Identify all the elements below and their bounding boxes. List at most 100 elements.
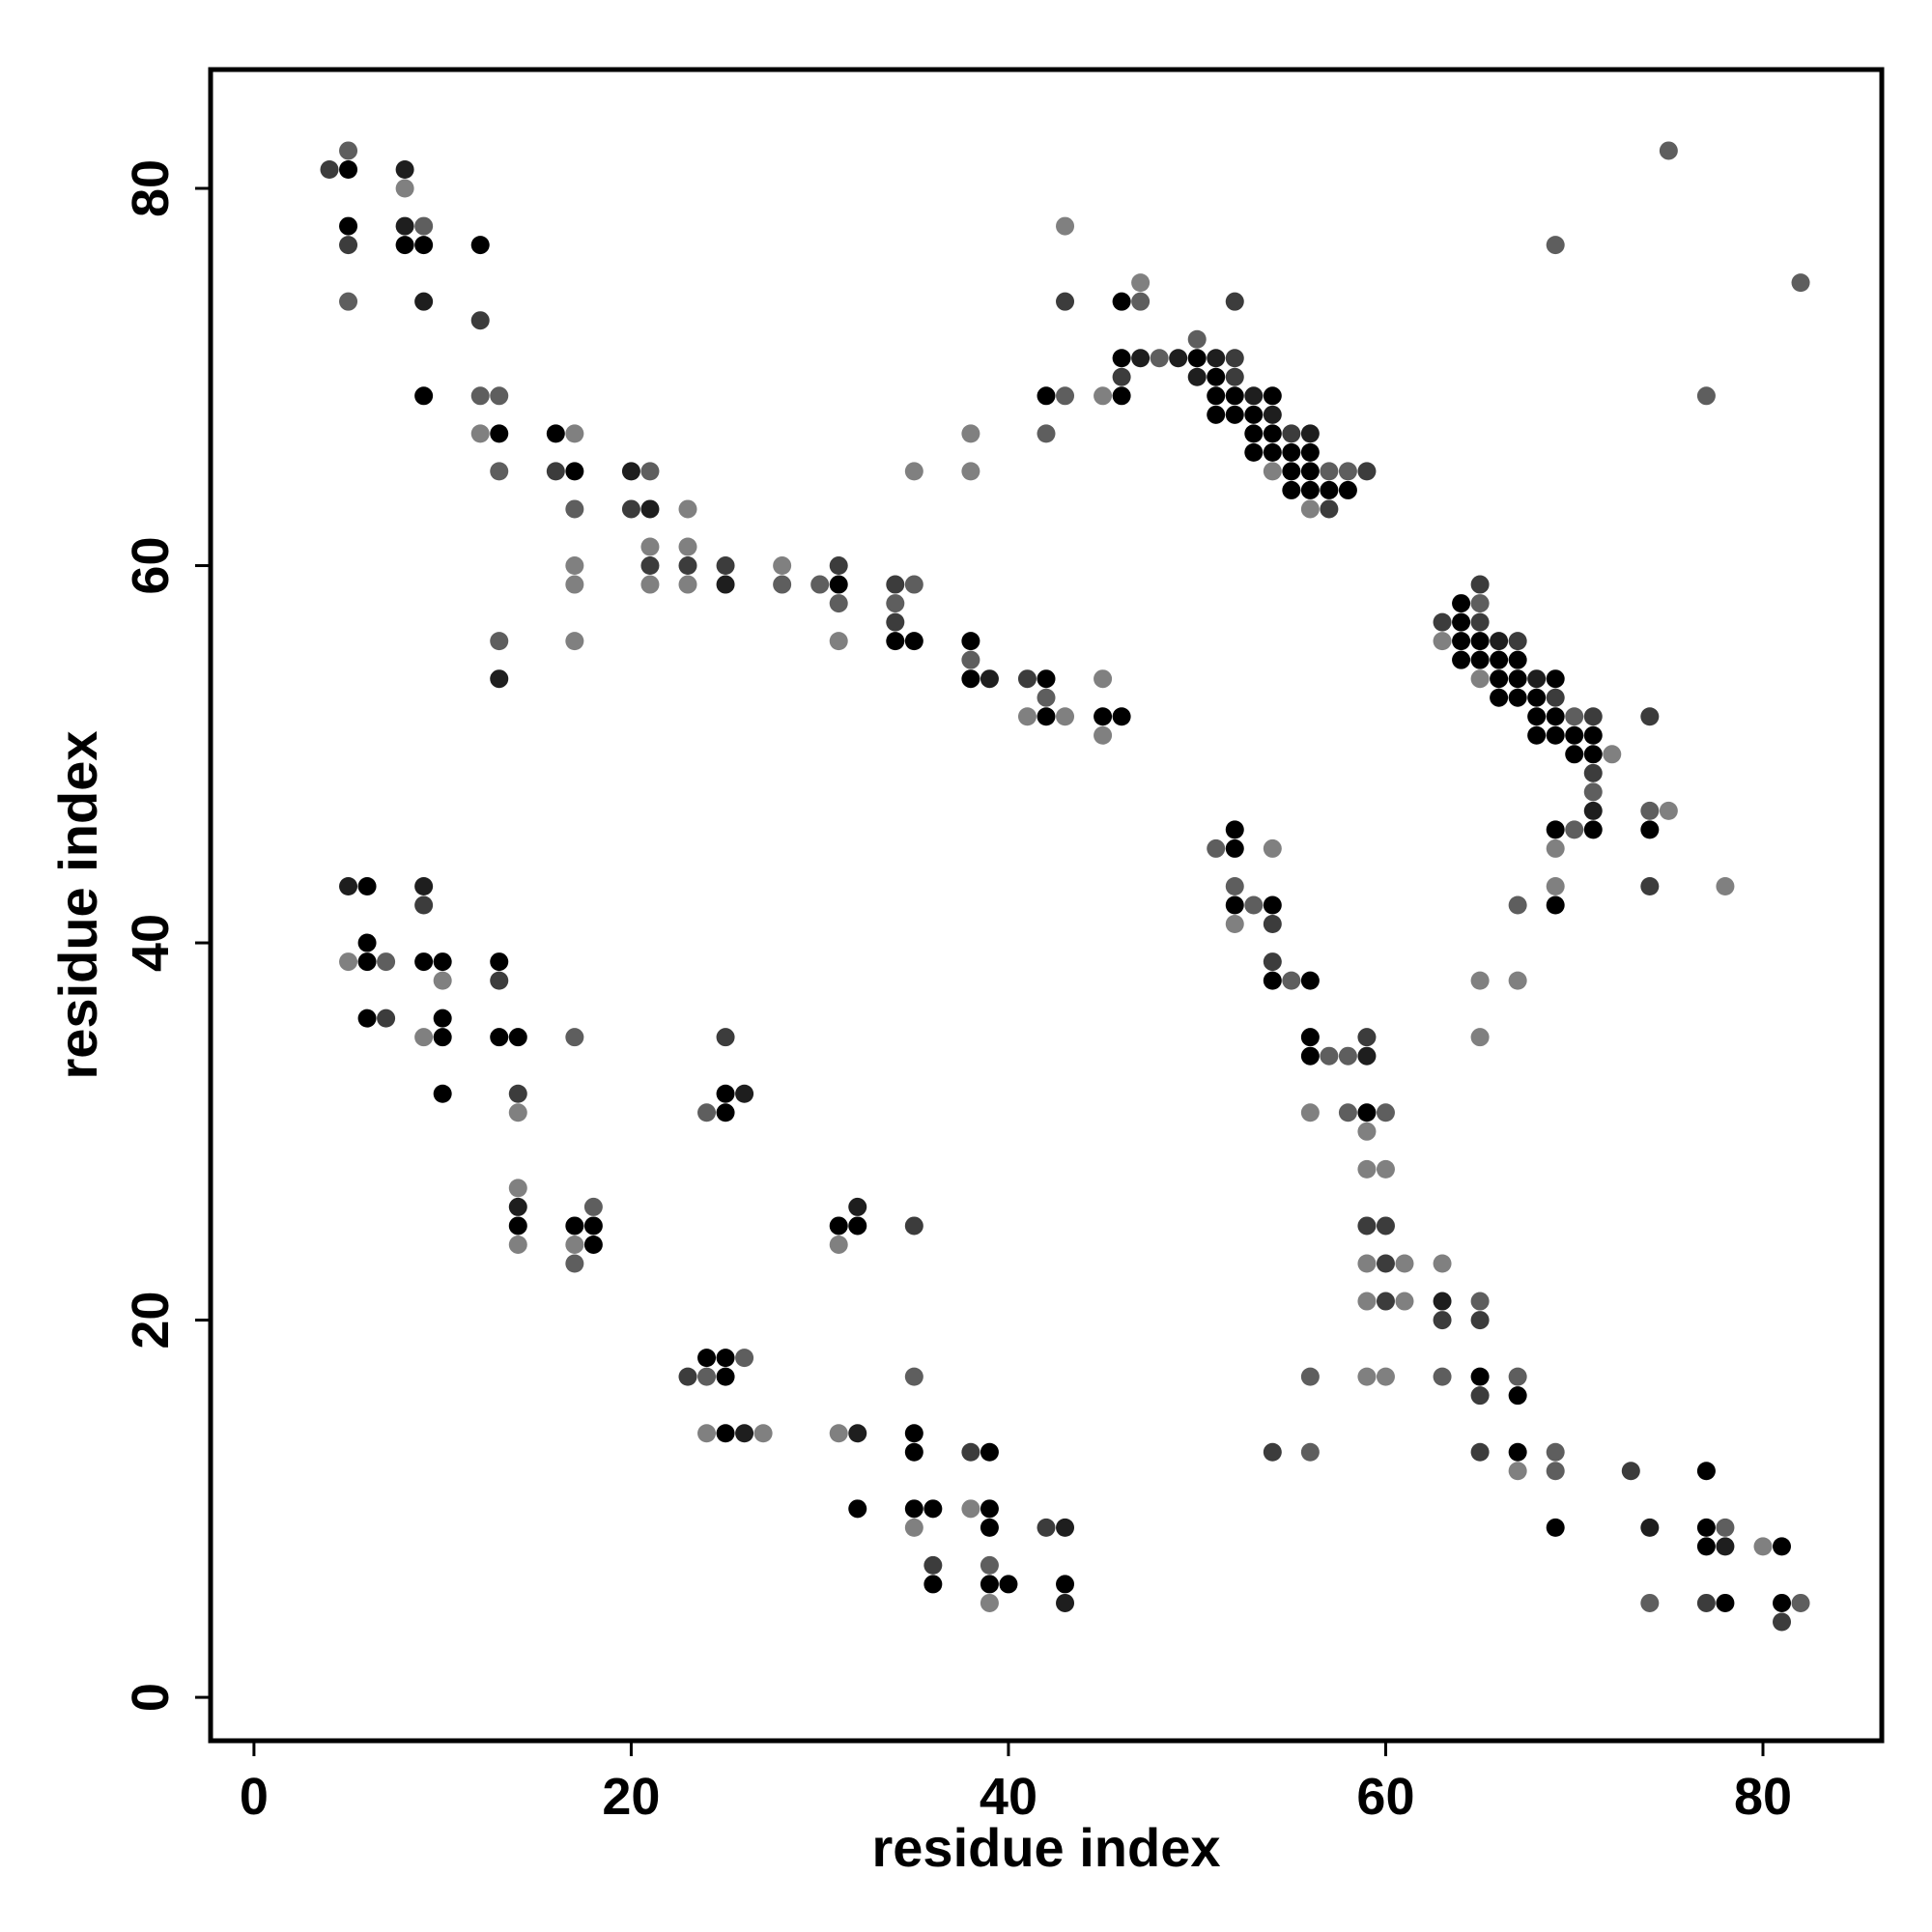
contact-point bbox=[1490, 688, 1509, 707]
contact-point bbox=[339, 216, 358, 236]
contact-point bbox=[961, 424, 980, 443]
contact-point bbox=[1376, 1159, 1395, 1179]
contact-point bbox=[961, 1499, 980, 1519]
contact-point bbox=[1263, 895, 1282, 915]
contact-point bbox=[414, 876, 434, 895]
contact-point bbox=[1357, 1103, 1377, 1122]
contact-point bbox=[904, 462, 923, 481]
contact-point bbox=[678, 556, 697, 576]
contact-point bbox=[1433, 1254, 1452, 1273]
contact-point bbox=[339, 876, 358, 895]
contact-point bbox=[583, 1235, 603, 1254]
contact-point bbox=[1696, 1518, 1716, 1537]
contact-point bbox=[1300, 1028, 1320, 1047]
contact-point bbox=[1244, 405, 1264, 424]
contact-point bbox=[1640, 707, 1660, 726]
contact-point bbox=[640, 537, 660, 556]
contact-point bbox=[1056, 1575, 1075, 1594]
contact-point bbox=[1696, 1462, 1716, 1481]
contact-point bbox=[1094, 386, 1113, 406]
contact-point bbox=[565, 632, 584, 651]
contact-point bbox=[716, 1028, 735, 1047]
contact-point bbox=[320, 159, 339, 179]
contact-point bbox=[1508, 650, 1527, 669]
contact-point bbox=[1056, 1593, 1075, 1612]
contact-point bbox=[1376, 1292, 1395, 1311]
contact-point bbox=[1773, 1537, 1792, 1556]
contact-point bbox=[1112, 349, 1131, 368]
contact-point bbox=[1263, 424, 1282, 443]
contact-point bbox=[1395, 1292, 1414, 1311]
contact-point bbox=[904, 1442, 923, 1462]
contact-point bbox=[546, 424, 565, 443]
contact-point bbox=[1094, 669, 1113, 689]
contact-point bbox=[961, 1442, 980, 1462]
contact-point bbox=[1696, 1593, 1716, 1612]
contact-point bbox=[1263, 952, 1282, 972]
contact-point bbox=[1320, 462, 1339, 481]
contact-point bbox=[470, 236, 490, 255]
contact-point bbox=[1583, 745, 1603, 764]
contact-point bbox=[1546, 838, 1565, 858]
contact-point bbox=[640, 556, 660, 576]
contact-point bbox=[414, 1028, 434, 1047]
contact-point bbox=[490, 952, 509, 972]
contact-point bbox=[1131, 292, 1151, 311]
contact-point bbox=[1583, 763, 1603, 782]
contact-point bbox=[1207, 838, 1226, 858]
contact-point bbox=[773, 556, 792, 576]
contact-point bbox=[508, 1084, 527, 1103]
contact-point bbox=[1527, 725, 1547, 745]
contact-point bbox=[1508, 1442, 1527, 1462]
contact-point bbox=[565, 556, 584, 576]
contact-point bbox=[1470, 594, 1490, 613]
contact-point bbox=[716, 1424, 735, 1443]
contact-point bbox=[1037, 1518, 1056, 1537]
contact-point bbox=[508, 1197, 527, 1216]
contact-point bbox=[1546, 688, 1565, 707]
contact-point bbox=[1300, 442, 1320, 462]
contact-point bbox=[697, 1424, 717, 1443]
contact-point bbox=[1508, 632, 1527, 651]
contact-point bbox=[565, 424, 584, 443]
contact-point bbox=[357, 933, 377, 952]
x-axis: 0 20 40 60 80 bbox=[240, 1741, 1792, 1826]
contact-point bbox=[1225, 915, 1244, 934]
contact-point bbox=[433, 952, 452, 972]
contact-point bbox=[1244, 424, 1264, 443]
contact-point bbox=[1131, 273, 1151, 293]
contact-point bbox=[1508, 971, 1527, 990]
contact-point bbox=[1433, 612, 1452, 632]
contact-point bbox=[1716, 1518, 1735, 1537]
contact-point bbox=[1470, 1292, 1490, 1311]
contact-point bbox=[961, 669, 980, 689]
contact-point bbox=[1225, 838, 1244, 858]
contact-point bbox=[904, 1518, 923, 1537]
contact-point bbox=[1452, 594, 1471, 613]
contact-point bbox=[1433, 632, 1452, 651]
contact-point bbox=[848, 1216, 867, 1236]
contact-point bbox=[414, 895, 434, 915]
contact-point bbox=[810, 575, 830, 594]
contact-point bbox=[961, 650, 980, 669]
contact-point bbox=[829, 556, 848, 576]
contact-point bbox=[1320, 480, 1339, 499]
contact-point bbox=[1696, 1537, 1716, 1556]
contact-point bbox=[1546, 820, 1565, 839]
contact-point bbox=[1150, 349, 1169, 368]
contact-point bbox=[1244, 895, 1264, 915]
contact-point bbox=[980, 1575, 999, 1594]
contact-point bbox=[1395, 1254, 1414, 1273]
contact-point bbox=[1207, 349, 1226, 368]
contact-point bbox=[904, 1367, 923, 1386]
contact-point bbox=[395, 236, 414, 255]
contact-point bbox=[753, 1424, 773, 1443]
contact-point bbox=[999, 1575, 1018, 1594]
x-tick-label: 80 bbox=[1734, 1768, 1792, 1826]
contact-point bbox=[829, 575, 848, 594]
contact-point bbox=[1508, 895, 1527, 915]
contact-point bbox=[1357, 462, 1377, 481]
contact-point bbox=[1037, 386, 1056, 406]
contact-point bbox=[1565, 707, 1584, 726]
